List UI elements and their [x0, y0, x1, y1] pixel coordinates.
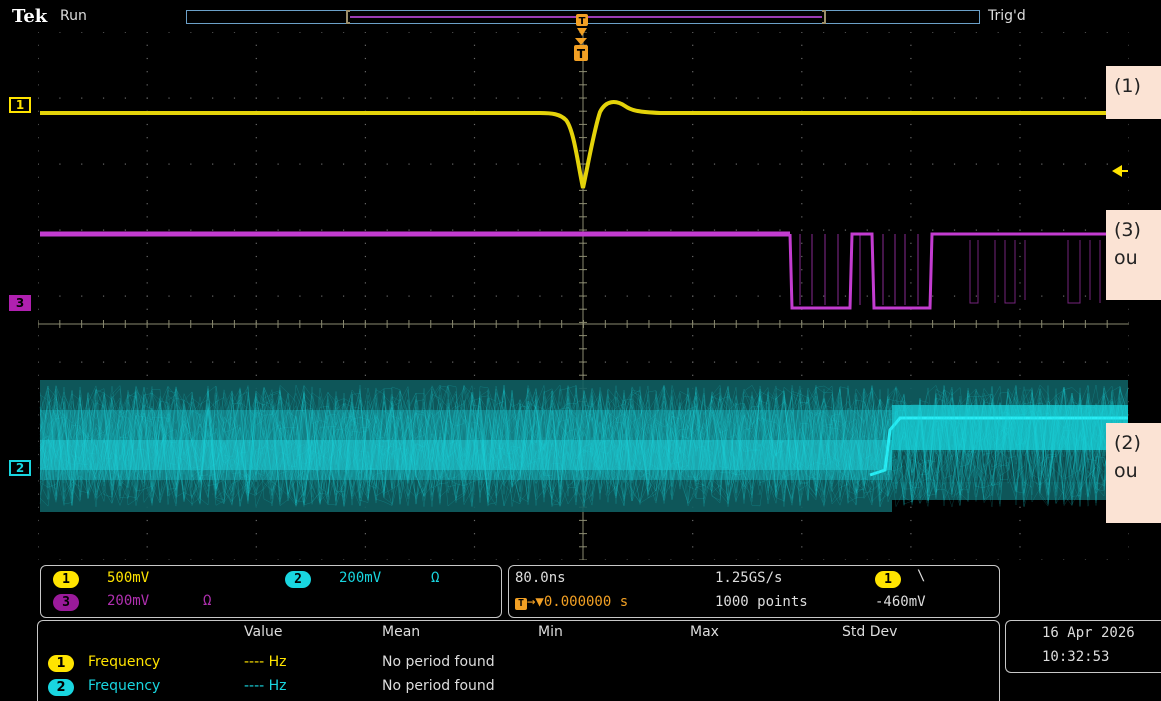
record-window-right-bracket [822, 10, 826, 24]
meas-row2-value: ---- Hz [244, 678, 287, 694]
trigger-slope-icon[interactable]: \ [917, 568, 926, 584]
trigger-t-icon: T [515, 598, 527, 610]
meas-header-min: Min [538, 624, 563, 640]
ch3-coupling-icon: Ω [203, 593, 212, 609]
measurement-panel[interactable]: Value Mean Min Max Std Dev 1 Frequency -… [37, 620, 1000, 701]
annotation-2-line1: (2) [1114, 432, 1141, 454]
record-length[interactable]: 1000 points [715, 594, 808, 610]
annotation-3: (3) ou [1106, 210, 1161, 300]
meas-header-stddev: Std Dev [842, 624, 898, 640]
annotation-1-label: (1) [1114, 75, 1141, 97]
channel-settings-panel[interactable]: 1 500mV 2 200mV Ω 3 200mV Ω [40, 565, 502, 618]
meas-header-mean: Mean [382, 624, 421, 640]
brand-logo: Tek [12, 6, 48, 27]
top-status-bar: Tek Run Trig'd [0, 0, 1161, 32]
ch1-position-marker[interactable]: 1 [9, 97, 31, 113]
annotation-2: (2) ou [1106, 423, 1161, 523]
annotation-1: (1) [1106, 66, 1161, 119]
record-window-left-bracket [346, 10, 350, 24]
datetime-panel[interactable]: 16 Apr 2026 10:32:53 [1005, 620, 1161, 673]
date-readout: 16 Apr 2026 [1042, 625, 1135, 641]
annotation-3-line1: (3) [1114, 219, 1141, 241]
record-window-line [350, 16, 822, 18]
ch3-position-marker[interactable]: 3 [9, 295, 31, 311]
meas-row2-mean: No period found [382, 678, 495, 694]
record-view-window[interactable] [346, 10, 826, 24]
annotation-3-line2: ou [1114, 247, 1138, 269]
graticule [38, 32, 1129, 560]
ch1-badge[interactable]: 1 [53, 571, 79, 588]
meas-row1-channel-badge: 1 [48, 655, 74, 672]
ch2-scale[interactable]: 200mV [339, 570, 382, 586]
trigger-source-badge[interactable]: 1 [875, 571, 901, 588]
timebase-panel[interactable]: 80.0ns 1.25GS/s 1 \ T →▼0.000000 s 1000 p… [508, 565, 1000, 618]
meas-header-max: Max [690, 624, 719, 640]
meas-row1-value: ---- Hz [244, 654, 287, 670]
ch2-coupling-icon: Ω [431, 570, 440, 586]
trigger-position-readout[interactable]: T →▼0.000000 s [515, 594, 628, 610]
meas-row1-mean: No period found [382, 654, 495, 670]
annotation-2-line2: ou [1114, 460, 1138, 482]
horizontal-scale[interactable]: 80.0ns [515, 570, 566, 586]
meas-header-value: Value [244, 624, 283, 640]
time-readout: 10:32:53 [1042, 649, 1110, 665]
trigger-status: Trig'd [988, 8, 1026, 24]
ch1-scale[interactable]: 500mV [107, 570, 150, 586]
ch2-badge[interactable]: 2 [285, 571, 311, 588]
ch2-position-marker[interactable]: 2 [9, 460, 31, 476]
trigger-level[interactable]: -460mV [875, 594, 926, 610]
ch3-scale[interactable]: 200mV [107, 593, 150, 609]
meas-row1-name: Frequency [88, 654, 161, 670]
meas-row2-channel-badge: 2 [48, 679, 74, 696]
sample-rate: 1.25GS/s [715, 570, 783, 586]
trigger-position-value: 0.000000 s [543, 594, 629, 610]
ch3-badge[interactable]: 3 [53, 594, 79, 611]
meas-row2-name: Frequency [88, 678, 161, 694]
acquisition-state[interactable]: Run [60, 8, 87, 24]
